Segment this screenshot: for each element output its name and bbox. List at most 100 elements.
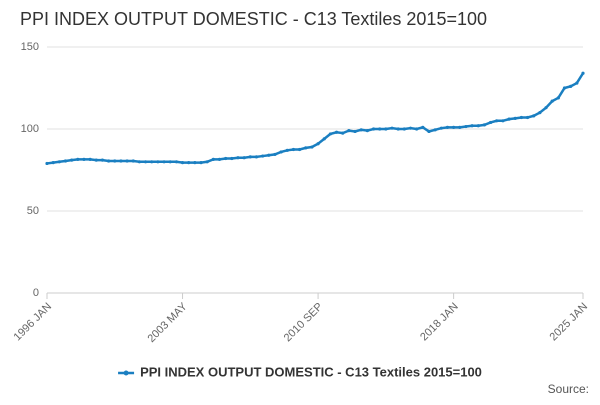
data-point [193,161,197,165]
x-tick-label: 2010 SEP [282,301,326,345]
data-point [458,125,462,129]
data-point [353,129,357,134]
data-point [359,128,363,132]
data-point [119,159,123,163]
data-point [205,160,209,164]
data-point [310,145,314,149]
legend-marker [123,370,129,376]
data-point [408,126,413,130]
data-point [174,160,178,164]
y-tick-label: 0 [33,287,39,299]
data-point [236,156,240,160]
data-point [476,124,480,128]
data-point [556,96,560,100]
x-tick-label: 1996 JAN [12,301,55,344]
data-point [168,160,172,164]
data-point [427,129,431,134]
data-point [513,116,517,120]
data-point [322,137,326,141]
data-point [452,125,456,129]
data-point [562,86,567,90]
x-tick-label: 2003 MAY [145,300,190,345]
data-point [211,157,215,161]
data-point [248,155,252,159]
data-point [371,127,376,131]
data-point [94,158,98,162]
data-point [291,147,296,152]
data-point [156,160,160,164]
data-point [82,157,86,161]
data-point [107,159,111,163]
chart-title: PPI INDEX OUTPUT DOMESTIC - C13 Textiles… [20,9,487,29]
data-point [396,127,400,131]
x-tick-label: 2025 JAN [548,301,591,344]
data-point [70,158,74,162]
data-point [316,142,320,146]
data-point [328,132,333,136]
x-tick-label: 2018 JAN [418,301,461,344]
data-point [125,159,129,163]
data-point [421,125,425,129]
data-point [285,148,289,152]
data-point [162,160,166,164]
y-tick-label: 150 [21,41,39,53]
data-point [470,124,474,128]
source-label: Source: [548,382,589,396]
data-point [100,158,105,162]
data-point [569,84,573,88]
data-point [495,119,499,123]
data-point [254,155,259,159]
data-point [341,131,345,135]
data-point [439,126,443,130]
data-point [519,115,523,120]
data-point [488,120,493,125]
data-point [347,129,351,133]
data-point [63,159,68,163]
data-point [390,126,394,130]
data-point [279,150,283,154]
data-point [334,130,339,134]
data-point [261,154,265,158]
data-point [297,147,302,152]
data-point [217,157,222,161]
data-point [415,127,419,131]
data-point [575,81,579,85]
data-point [378,127,382,131]
data-point [137,160,142,164]
data-point [532,114,536,118]
data-point [525,115,530,120]
data-point [57,160,61,164]
data-point [150,160,154,164]
data-point [273,152,277,157]
data-point [581,71,585,75]
data-point [433,128,437,132]
data-point [242,156,246,160]
data-point [304,146,308,150]
data-point [445,125,450,129]
data-point [464,124,468,129]
data-point [88,157,92,161]
data-point [550,99,554,103]
data-point [384,127,388,131]
data-point [501,119,505,123]
y-tick-label: 50 [27,205,39,217]
data-point [365,129,369,133]
data-point [131,159,135,163]
data-point [538,111,542,115]
y-tick-label: 100 [21,123,39,135]
data-point [45,161,49,166]
data-point [199,161,203,165]
data-point [402,127,406,131]
data-point [51,161,55,165]
data-point [482,123,487,127]
data-point [267,153,271,157]
data-point [224,156,228,161]
data-point [76,157,80,161]
data-point [544,106,548,110]
data-point [143,160,148,164]
data-point [113,159,117,163]
data-point [230,156,234,161]
data-line [46,72,585,165]
data-point [180,161,185,165]
